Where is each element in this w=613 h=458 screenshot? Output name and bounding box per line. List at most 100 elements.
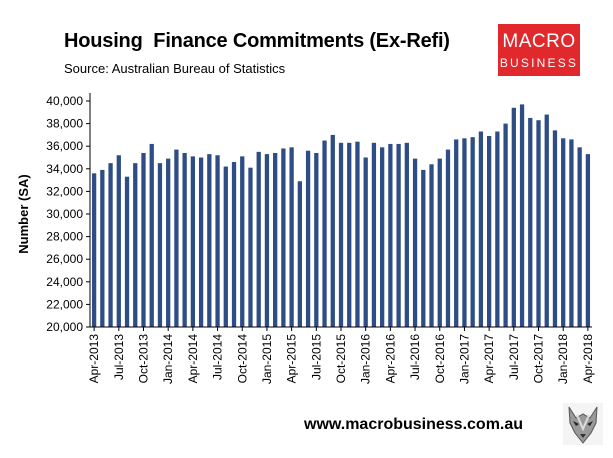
bar-Feb-2016 (371, 142, 377, 327)
bar-series (91, 104, 591, 328)
bar-Jul-2015 (314, 152, 319, 327)
y-tick-label: 28,000 (46, 230, 83, 244)
website-url: www.macrobusiness.com.au (304, 416, 524, 433)
x-tick-label: Apr-2014 (186, 334, 200, 384)
bar-Jul-2016 (412, 158, 418, 327)
bar-Apr-2015 (289, 147, 294, 327)
bar-Mar-2016 (380, 147, 385, 327)
x-tick-label: Apr-2017 (482, 334, 496, 384)
bar-Nov-2016 (445, 149, 451, 327)
x-tick-label: Apr-2016 (383, 334, 397, 384)
bar-Jan-2017 (462, 138, 467, 327)
bar-Oct-2014 (240, 156, 245, 327)
y-tick-label: 38,000 (46, 117, 83, 131)
bar-Jun-2017 (503, 123, 508, 327)
bar-Aug-2015 (322, 140, 327, 327)
y-axis-label: Number (SA) (16, 174, 31, 253)
bar-May-2014 (198, 157, 204, 327)
x-tick-label: Jul-2013 (112, 334, 126, 380)
logo-line-business: BUSINESS (499, 56, 579, 70)
bar-Mar-2014 (182, 152, 187, 327)
bar-Aug-2016 (421, 169, 426, 327)
bar-Feb-2018 (569, 139, 574, 327)
bar-Jan-2014 (166, 158, 171, 327)
bar-Jul-2017 (511, 107, 516, 327)
bar-Sep-2015 (330, 134, 335, 327)
bar-Jan-2018 (561, 138, 566, 327)
x-tick-label: Apr-2013 (87, 334, 101, 384)
bar-Dec-2015 (355, 141, 360, 327)
bar-Jun-2014 (207, 154, 212, 327)
bar-Nov-2015 (347, 142, 352, 327)
x-tick-label: Jul-2015 (309, 334, 323, 380)
bar-Sep-2013 (133, 163, 138, 327)
bar-Nov-2014 (248, 167, 253, 327)
source-note: Source: Australian Bureau of Statistics (64, 61, 286, 76)
y-tick-label: 30,000 (46, 207, 83, 221)
bar-Feb-2017 (470, 137, 475, 327)
y-tick-label: 26,000 (46, 252, 83, 266)
bar-Dec-2017 (552, 130, 558, 327)
wolf-head-icon (563, 403, 603, 445)
bar-Mar-2015 (281, 148, 286, 327)
bar-Mar-2018 (577, 147, 582, 327)
logo-line-macro: MACRO (502, 31, 576, 52)
x-tick-label: Oct-2016 (433, 334, 447, 384)
x-tick-label: Jul-2017 (507, 334, 521, 380)
bar-Mar-2017 (478, 131, 484, 327)
bar-Feb-2015 (273, 152, 278, 327)
bar-Sep-2016 (429, 164, 434, 327)
bar-Oct-2013 (141, 152, 146, 327)
bar-Nov-2017 (544, 114, 549, 327)
bar-Jan-2015 (264, 154, 270, 327)
x-tick-labels: Apr-2013 Jul-2013 Oct-2013 Jan-2014 Apr-2014… (87, 334, 595, 384)
x-tick-label: Apr-2018 (581, 334, 595, 384)
bar-May-2015 (297, 181, 302, 327)
bar-Nov-2013 (149, 143, 154, 327)
x-tick-label: Oct-2013 (136, 334, 150, 384)
bar-Dec-2016 (454, 139, 459, 327)
bar-Dec-2014 (256, 151, 261, 327)
x-tick-label: Oct-2017 (532, 334, 546, 384)
bar-Jul-2014 (215, 155, 220, 327)
bar-Oct-2017 (536, 120, 541, 328)
y-tick-label: 32,000 (46, 184, 83, 198)
bar-Jan-2016 (363, 157, 368, 327)
bar-May-2017 (495, 131, 500, 327)
chart-axes (86, 93, 592, 331)
x-tick-label: Jan-2017 (457, 334, 471, 384)
bar-Aug-2014 (223, 166, 228, 327)
x-tick-label: Jan-2015 (260, 334, 274, 384)
bar-Jul-2013 (116, 155, 121, 327)
bar-Dec-2013 (157, 163, 163, 327)
bar-Apr-2018 (585, 154, 591, 327)
x-tick-label: Oct-2015 (334, 334, 348, 384)
chart-title: Housing Finance Commitments (Ex-Refi) (64, 30, 450, 52)
bar-Oct-2016 (437, 158, 442, 327)
bar-May-2016 (396, 143, 401, 327)
bar-Jun-2013 (108, 163, 113, 327)
x-tick-label: Jul-2016 (408, 334, 422, 380)
x-tick-label: Oct-2014 (235, 334, 249, 384)
y-tick-label: 34,000 (46, 162, 83, 176)
bar-Sep-2014 (231, 162, 237, 327)
y-tick-label: 40,000 (46, 94, 83, 108)
bar-Aug-2017 (519, 104, 525, 327)
bar-Apr-2017 (486, 136, 492, 327)
macrobusiness-logo: MACRO BUSINESS (498, 24, 580, 76)
y-tick-label: 36,000 (46, 139, 83, 153)
bar-Jun-2016 (404, 142, 409, 327)
bar-Apr-2013 (91, 173, 97, 327)
bar-Jun-2015 (305, 150, 311, 327)
y-tick-label: 20,000 (46, 320, 83, 334)
bar-Oct-2015 (338, 142, 344, 327)
bar-Aug-2013 (124, 176, 130, 327)
y-tick-label: 24,000 (46, 275, 83, 289)
x-tick-label: Apr-2015 (285, 334, 299, 384)
x-tick-label: Jan-2016 (359, 334, 373, 384)
x-tick-label: Jul-2014 (211, 334, 225, 380)
bar-May-2013 (100, 169, 105, 327)
x-tick-label: Jan-2018 (556, 334, 570, 384)
bar-Sep-2017 (528, 117, 533, 327)
